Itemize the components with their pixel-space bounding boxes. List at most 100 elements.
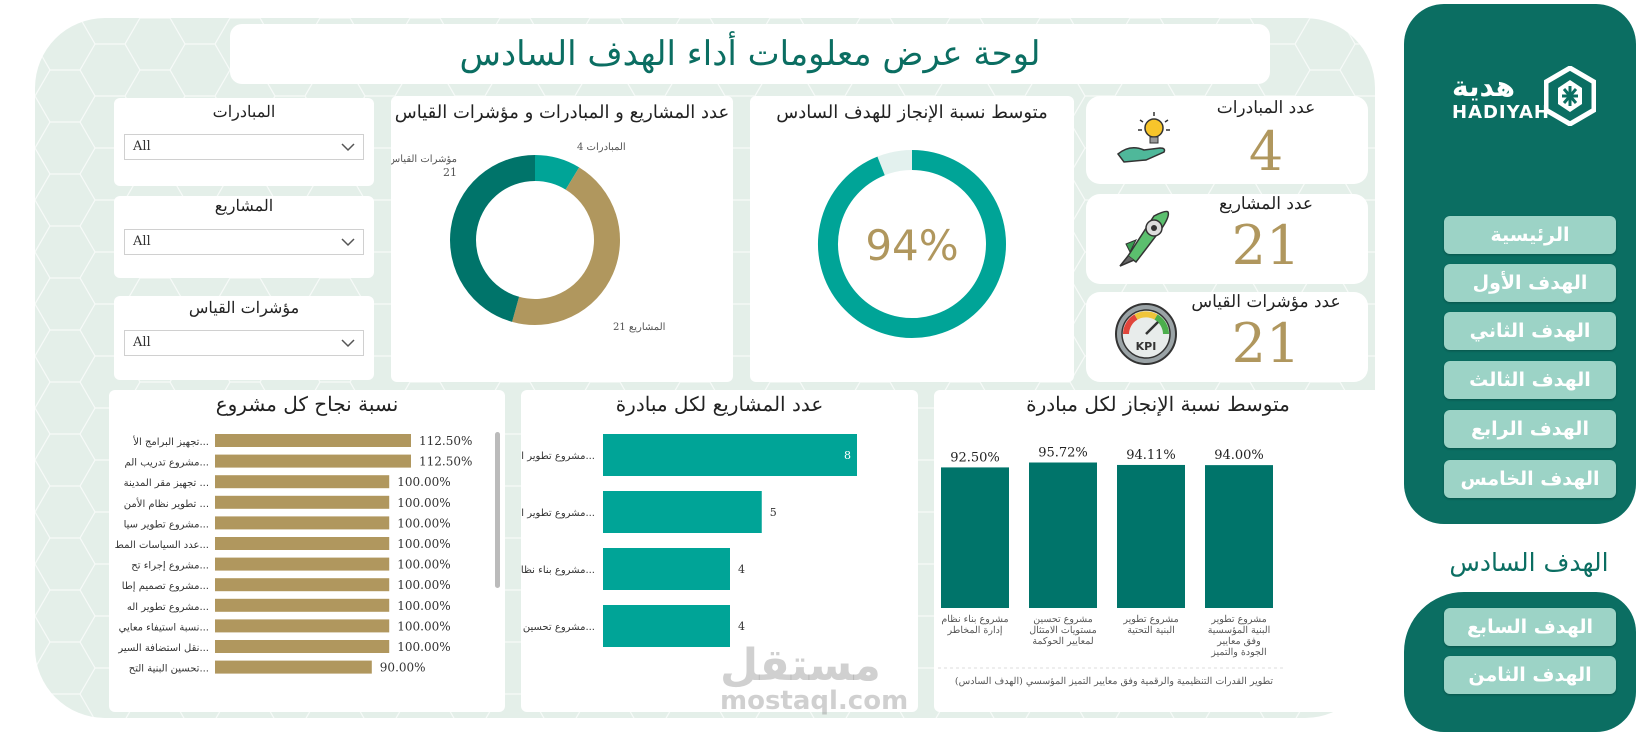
bar-value-label: 100.00% [397,558,450,572]
bar-value-label: 112.50% [419,455,472,469]
success-bar[interactable] [215,516,390,530]
nav-goal-8[interactable]: الهدف الثامن [1444,656,1616,694]
chevron-down-icon [341,238,355,247]
gauge-card: متوسط نسبة الإنجاز للهدف السادس 94% [750,96,1074,382]
success-bar[interactable] [215,495,390,509]
bar-value-label: 90.00% [380,661,426,675]
bar-category-label: مشروع تطوير ال... [521,508,595,519]
kpi-card-projects: عدد المشاريع 21 [1086,194,1368,284]
slicer-label: مؤشرات القياس [188,298,300,317]
success-bar[interactable] [215,557,390,571]
slicer-value: All [133,139,151,154]
bar-category-label: مشروع تطوير ال... [521,451,595,462]
success-bar[interactable] [215,454,411,468]
nav-goal-2[interactable]: الهدف الثاني [1444,312,1616,350]
chart-title: عدد المشاريع و المبادرات و مؤشرات القياس [394,102,730,123]
bar-value-label: 5 [770,506,777,519]
page-title: لوحة عرض معلومات أداء الهدف السادس [230,24,1270,84]
slicer-dropdown[interactable]: All [124,330,364,356]
bar-value-label: 4 [738,620,745,633]
bar-value-label: 100.00% [397,578,450,592]
slicer-kpis: مؤشرات القياس All [114,296,374,380]
gauge-fill [818,150,1006,338]
kpi-value: 21 [1231,312,1301,375]
kpi-gauge-icon: KPI [1115,303,1177,365]
nav-goal-4[interactable]: الهدف الرابع [1444,410,1616,448]
bar-category-label: مشروع تطوير سيا... [124,519,209,530]
projects-per-initiative-chart: مشروع تطوير ال... 8 مشروع تطوير ال... 5 مشرو… [521,434,857,647]
gauge-value-label: 94% [865,221,958,270]
kpi-card-initiatives: عدد المبادرات 4 [1086,96,1368,184]
kpi-label: عدد المبادرات [1216,98,1316,118]
donut-slice-label: مؤشرات القياس [391,154,457,165]
chart-scrollbar[interactable] [495,432,500,588]
bar-category-label: مشروع بناء نظام إ... [521,565,595,576]
donut-slice-label: 21 المشاريع [613,322,665,333]
hadiyah-logo: هدية HADIYAH [1452,66,1596,130]
avg-bar[interactable] [1205,465,1273,608]
nav-home[interactable]: الرئيسية [1444,216,1616,254]
bar-value-label: 100.00% [397,516,450,530]
donut-slice[interactable] [534,155,580,190]
initiative-bar[interactable] [603,548,730,590]
donut-slice[interactable] [450,155,536,322]
bar-category-label: مشروع بناء نظام إدارة المخاطر [941,614,1008,636]
success-bar[interactable] [215,619,390,633]
bar-value-label: 95.72% [1038,446,1088,461]
x-axis-label: تطوير القدرات التنظيمية والرقمية وفق معا… [955,676,1274,687]
donut-slice-value: 21 [443,166,457,179]
success-bar[interactable] [215,598,390,612]
kpi-card-indicators: KPI عدد مؤشرات القياس 21 [1086,292,1368,382]
bar-value-label: 112.50% [419,434,472,448]
success-bar[interactable] [215,537,390,550]
slicer-initiatives: المبادرات All [114,98,374,186]
nav-goal-6-active[interactable]: الهدف السادس [1424,538,1634,586]
bar-value-label: 94.11% [1126,448,1176,463]
bar-category-label: تحسين البنية التح... [129,664,209,675]
initiative-bar[interactable] [603,491,762,533]
svg-text:KPI: KPI [1136,340,1157,353]
nav-goal-3[interactable]: الهدف الثالث [1444,361,1616,399]
chevron-down-icon [341,143,355,152]
donut-chart-card: عدد المشاريع و المبادرات و مؤشرات القياس… [391,96,733,382]
slicer-dropdown[interactable]: All [124,229,364,255]
kpi-label: عدد مؤشرات القياس [1191,292,1341,312]
bar-value-label: 100.00% [397,496,450,510]
bar-category-label: تجهيز البرامج الأ... [132,435,209,448]
kpi-value: 4 [1248,120,1284,183]
bar-value-label: 4 [738,563,745,576]
bar-value-label: 100.00% [397,537,450,551]
bar-category-label: مشروع تطوير البنية المؤسسية وفق معايير الجو… [1208,614,1271,658]
avg-completion-card: متوسط نسبة الإنجاز لكل مبادرة 92.50% مشرو… [934,390,1382,712]
avg-bar[interactable] [1117,464,1185,608]
bar-value-label: 100.00% [397,475,450,489]
chart-title: متوسط نسبة الإنجاز لكل مبادرة [1026,392,1290,416]
success-bar[interactable] [215,640,390,653]
chart-title: متوسط نسبة الإنجاز للهدف السادس [776,102,1048,123]
donut-slice[interactable] [512,167,620,325]
success-bar[interactable] [215,660,372,674]
initiative-bar[interactable] [603,434,857,476]
success-bar[interactable] [215,434,411,447]
donut-slice-label: 4 المبادرات [577,142,626,153]
slicer-dropdown[interactable]: All [124,134,364,160]
completion-gauge: 94% [818,150,1006,338]
slicer-label: المشاريع [214,196,274,215]
avg-bar[interactable] [941,467,1009,608]
nav-goal-1[interactable]: الهدف الأول [1444,264,1616,302]
bar-category-label: نسبة استيفاء معايي... [119,622,209,633]
slicer-value: All [133,234,151,249]
rocket-gear-icon [1119,210,1170,267]
success-bar[interactable] [215,578,390,592]
avg-completion-chart: 92.50% مشروع بناء نظام إدارة المخاطر 95.72%… [938,446,1284,687]
success-bar[interactable] [215,475,390,489]
bar-value-label: 92.50% [950,450,1000,465]
nav-goal-7[interactable]: الهدف السابع [1444,608,1616,646]
nav-goal-5[interactable]: الهدف الخامس [1444,460,1616,498]
bar-category-label: نقل استضافة السير... [117,643,209,654]
bar-category-label: مشروع تطوير اله... [127,602,209,613]
kpi-label: عدد المشاريع [1218,194,1314,214]
bar-value-label: 100.00% [397,640,450,654]
initiative-bar[interactable] [603,605,730,647]
avg-bar[interactable] [1029,462,1097,608]
